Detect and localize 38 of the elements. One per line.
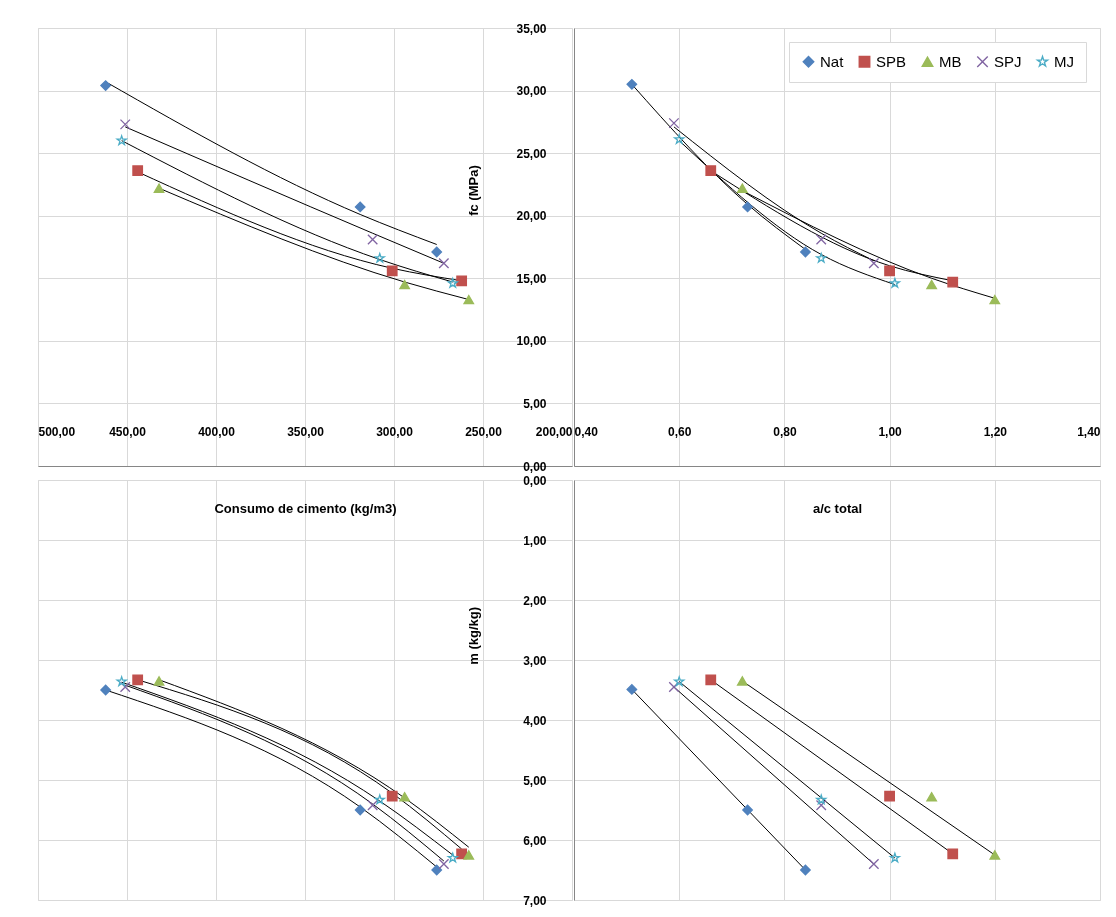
x-tick-label: 1,00 bbox=[878, 424, 903, 439]
y-axis-title: fc (MPa) bbox=[465, 165, 481, 216]
y-tick-label: 4,00 bbox=[523, 713, 547, 728]
y-tick-label: 10,00 bbox=[516, 334, 547, 349]
legend-label: MB bbox=[939, 52, 962, 70]
y-tick-label: 3,00 bbox=[523, 653, 547, 668]
x-tick-label: 0,40 bbox=[574, 424, 599, 439]
y-tick-label: 1,00 bbox=[523, 533, 547, 548]
x-tick-label: 250,00 bbox=[465, 424, 503, 439]
x-tick-label: 300,00 bbox=[376, 424, 414, 439]
y-tick-label: 25,00 bbox=[516, 146, 547, 161]
y-tick-label: 7,00 bbox=[523, 893, 547, 908]
y-tick-label: 0,00 bbox=[523, 459, 547, 474]
y-tick-label: 6,00 bbox=[523, 833, 547, 848]
y-axis-title: m (kg/kg) bbox=[465, 607, 481, 665]
x-tick-label: 1,20 bbox=[983, 424, 1008, 439]
y-tick-label: 20,00 bbox=[516, 209, 547, 224]
x-tick-label: 1,40 bbox=[1077, 424, 1101, 439]
y-tick-label: 5,00 bbox=[523, 773, 547, 788]
x-tick-label: 200,00 bbox=[535, 424, 573, 439]
x-axis-title: Consumo de cimento (kg/m3) bbox=[214, 500, 397, 516]
legend-label: Nat bbox=[820, 52, 845, 70]
legend-label: SPB bbox=[876, 52, 907, 70]
y-tick-label: 35,00 bbox=[516, 21, 547, 36]
y-tick-label: 5,00 bbox=[523, 396, 547, 411]
x-tick-label: 0,80 bbox=[773, 424, 797, 439]
x-tick-label: 350,00 bbox=[287, 424, 325, 439]
x-tick-label: 500,00 bbox=[38, 424, 76, 439]
y-tick-label: 0,00 bbox=[523, 473, 547, 488]
y-tick-label: 15,00 bbox=[516, 271, 547, 286]
x-tick-label: 450,00 bbox=[109, 424, 147, 439]
x-axis-title: a/c total bbox=[812, 500, 863, 516]
legend-label: MJ bbox=[1054, 52, 1074, 70]
x-tick-label: 400,00 bbox=[198, 424, 236, 439]
y-tick-label: 30,00 bbox=[516, 84, 547, 99]
y-tick-label: 2,00 bbox=[523, 593, 547, 608]
x-tick-label: 0,60 bbox=[668, 424, 692, 439]
legend-label: SPJ bbox=[994, 52, 1022, 70]
